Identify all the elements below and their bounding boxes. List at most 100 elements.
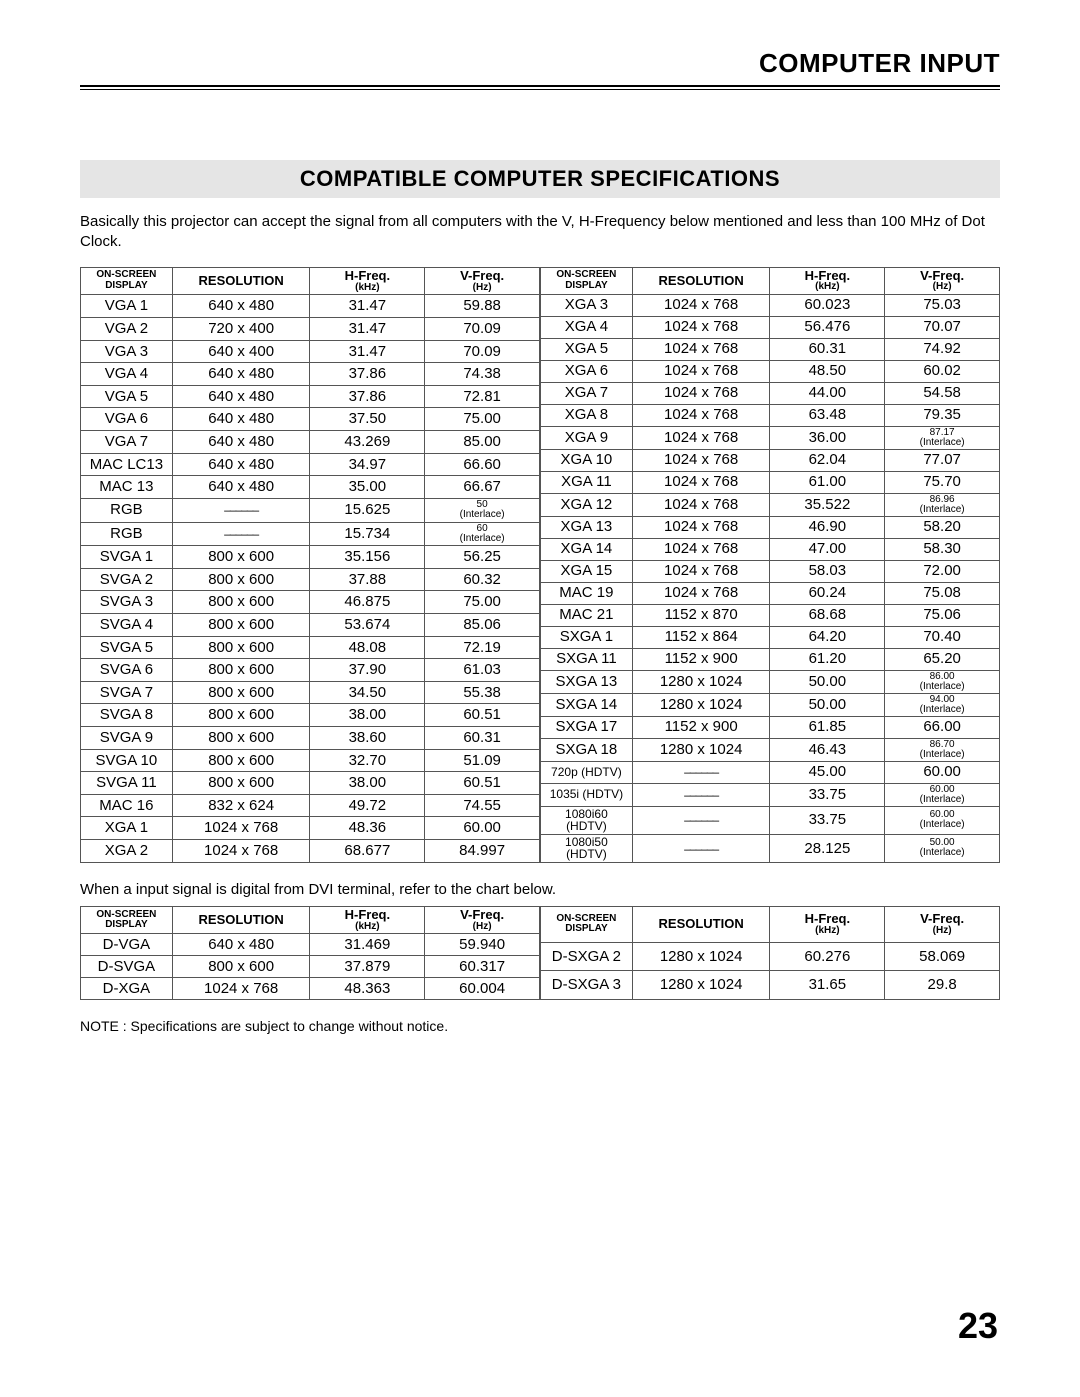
table-cell: –––––– — [632, 783, 770, 806]
table-cell: 61.03 — [425, 659, 540, 682]
table-cell: 55.38 — [425, 681, 540, 704]
col-hfreq: H-Freq.(kHz) — [310, 267, 425, 295]
table-cell: MAC 16 — [81, 794, 173, 817]
table-cell: MAC 21 — [541, 604, 633, 626]
spec-table-right: ON-SCREENDISPLAY RESOLUTION H-Freq.(kHz)… — [540, 267, 1000, 864]
table-cell: 800 x 600 — [172, 727, 310, 750]
table-cell: VGA 4 — [81, 363, 173, 386]
table-cell: 86.00(Interlace) — [885, 670, 1000, 693]
table-cell: 1280 x 1024 — [632, 670, 770, 693]
table-cell: MAC 13 — [81, 476, 173, 499]
table-cell: 1024 x 768 — [632, 449, 770, 471]
table-cell: 53.674 — [310, 614, 425, 637]
col-onscreen: ON-SCREENDISPLAY — [81, 907, 173, 934]
table-cell: 46.875 — [310, 591, 425, 614]
table-cell: 34.50 — [310, 681, 425, 704]
table-cell: 65.20 — [885, 648, 1000, 670]
col-onscreen: ON-SCREENDISPLAY — [541, 267, 633, 294]
table-cell: XGA 1 — [81, 817, 173, 840]
table-cell: 1024 x 768 — [632, 516, 770, 538]
table-row: 1080i60 (HDTV) –––––– 33.75 60.00(Interl… — [541, 806, 1000, 834]
table-cell: 38.00 — [310, 772, 425, 795]
table-row: SVGA 10 800 x 600 32.70 51.09 — [81, 749, 540, 772]
table-row: D-VGA 640 x 480 31.469 59.940 — [81, 934, 540, 956]
table-cell: RGB — [81, 522, 173, 546]
table-cell: D-SVGA — [81, 956, 173, 978]
table-cell: 61.20 — [770, 648, 885, 670]
table-cell: 58.03 — [770, 560, 885, 582]
table-cell: 74.92 — [885, 338, 1000, 360]
table-cell: 79.35 — [885, 404, 1000, 426]
table-cell: 720p (HDTV) — [541, 761, 633, 783]
page-header: COMPUTER INPUT — [80, 48, 1000, 79]
table-cell: 77.07 — [885, 449, 1000, 471]
table-cell: 800 x 600 — [172, 591, 310, 614]
table-row: SVGA 4 800 x 600 53.674 85.06 — [81, 614, 540, 637]
table-cell: 832 x 624 — [172, 794, 310, 817]
table-row: D-SXGA 3 1280 x 1024 31.65 29.8 — [541, 971, 1000, 1000]
table-row: SVGA 5 800 x 600 48.08 72.19 — [81, 636, 540, 659]
table-cell: 1152 x 900 — [632, 716, 770, 738]
table-cell: 33.75 — [770, 783, 885, 806]
table-cell: 38.00 — [310, 704, 425, 727]
table-cell: SXGA 18 — [541, 738, 633, 761]
table-cell: 800 x 600 — [172, 614, 310, 637]
table-cell: 640 x 480 — [172, 431, 310, 454]
table-cell: 31.47 — [310, 318, 425, 341]
table-cell: 75.03 — [885, 294, 1000, 316]
table-cell: 48.36 — [310, 817, 425, 840]
table-cell: 70.07 — [885, 316, 1000, 338]
table-row: SXGA 1 1152 x 864 64.20 70.40 — [541, 626, 1000, 648]
table-cell: 800 x 600 — [172, 772, 310, 795]
table-cell: 1024 x 768 — [632, 294, 770, 316]
table-row: MAC 16 832 x 624 49.72 74.55 — [81, 794, 540, 817]
table-row: SVGA 2 800 x 600 37.88 60.32 — [81, 568, 540, 591]
table-cell: 32.70 — [310, 749, 425, 772]
table-cell: 1024 x 768 — [172, 978, 310, 1000]
col-resolution: RESOLUTION — [632, 907, 770, 943]
table-cell: XGA 6 — [541, 360, 633, 382]
table-row: SXGA 14 1280 x 1024 50.00 94.00(Interlac… — [541, 693, 1000, 716]
table-row: XGA 1 1024 x 768 48.36 60.00 — [81, 817, 540, 840]
table-cell: –––––– — [632, 806, 770, 834]
table-cell: 48.08 — [310, 636, 425, 659]
table-cell: 35.00 — [310, 476, 425, 499]
col-onscreen: ON-SCREENDISPLAY — [541, 907, 633, 943]
table-cell: 68.68 — [770, 604, 885, 626]
table-cell: 48.50 — [770, 360, 885, 382]
table-row: XGA 4 1024 x 768 56.476 70.07 — [541, 316, 1000, 338]
table-cell: 60.31 — [425, 727, 540, 750]
col-hfreq: H-Freq.(kHz) — [770, 907, 885, 943]
table-cell: –––––– — [172, 498, 310, 522]
table-cell: –––––– — [172, 522, 310, 546]
table-cell: SXGA 17 — [541, 716, 633, 738]
table-cell: 1024 x 768 — [632, 582, 770, 604]
table-cell: 800 x 600 — [172, 681, 310, 704]
table-row: VGA 7 640 x 480 43.269 85.00 — [81, 431, 540, 454]
table-cell: 1024 x 768 — [632, 560, 770, 582]
table-cell: XGA 7 — [541, 382, 633, 404]
table-cell: SVGA 4 — [81, 614, 173, 637]
table-row: VGA 1 640 x 480 31.47 59.88 — [81, 295, 540, 318]
table-cell: 640 x 480 — [172, 934, 310, 956]
table-row: RGB –––––– 15.625 50(Interlace) — [81, 498, 540, 522]
table-row: 1080i50 (HDTV) –––––– 28.125 50.00(Inter… — [541, 834, 1000, 862]
table-cell: 1280 x 1024 — [632, 942, 770, 971]
table-cell: 45.00 — [770, 761, 885, 783]
header-rule — [80, 85, 1000, 90]
table-row: SVGA 11 800 x 600 38.00 60.51 — [81, 772, 540, 795]
table-row: XGA 7 1024 x 768 44.00 54.58 — [541, 382, 1000, 404]
table-cell: VGA 1 — [81, 295, 173, 318]
table-cell: 43.269 — [310, 431, 425, 454]
table-cell: 75.06 — [885, 604, 1000, 626]
table-cell: 46.43 — [770, 738, 885, 761]
table-cell: 56.25 — [425, 546, 540, 569]
table-cell: D-SXGA 3 — [541, 971, 633, 1000]
table-cell: 46.90 — [770, 516, 885, 538]
table-cell: 66.00 — [885, 716, 1000, 738]
table-row: SVGA 8 800 x 600 38.00 60.51 — [81, 704, 540, 727]
table-cell: 60.51 — [425, 704, 540, 727]
table-row: SVGA 7 800 x 600 34.50 55.38 — [81, 681, 540, 704]
table-cell: 1280 x 1024 — [632, 738, 770, 761]
table-cell: SVGA 3 — [81, 591, 173, 614]
